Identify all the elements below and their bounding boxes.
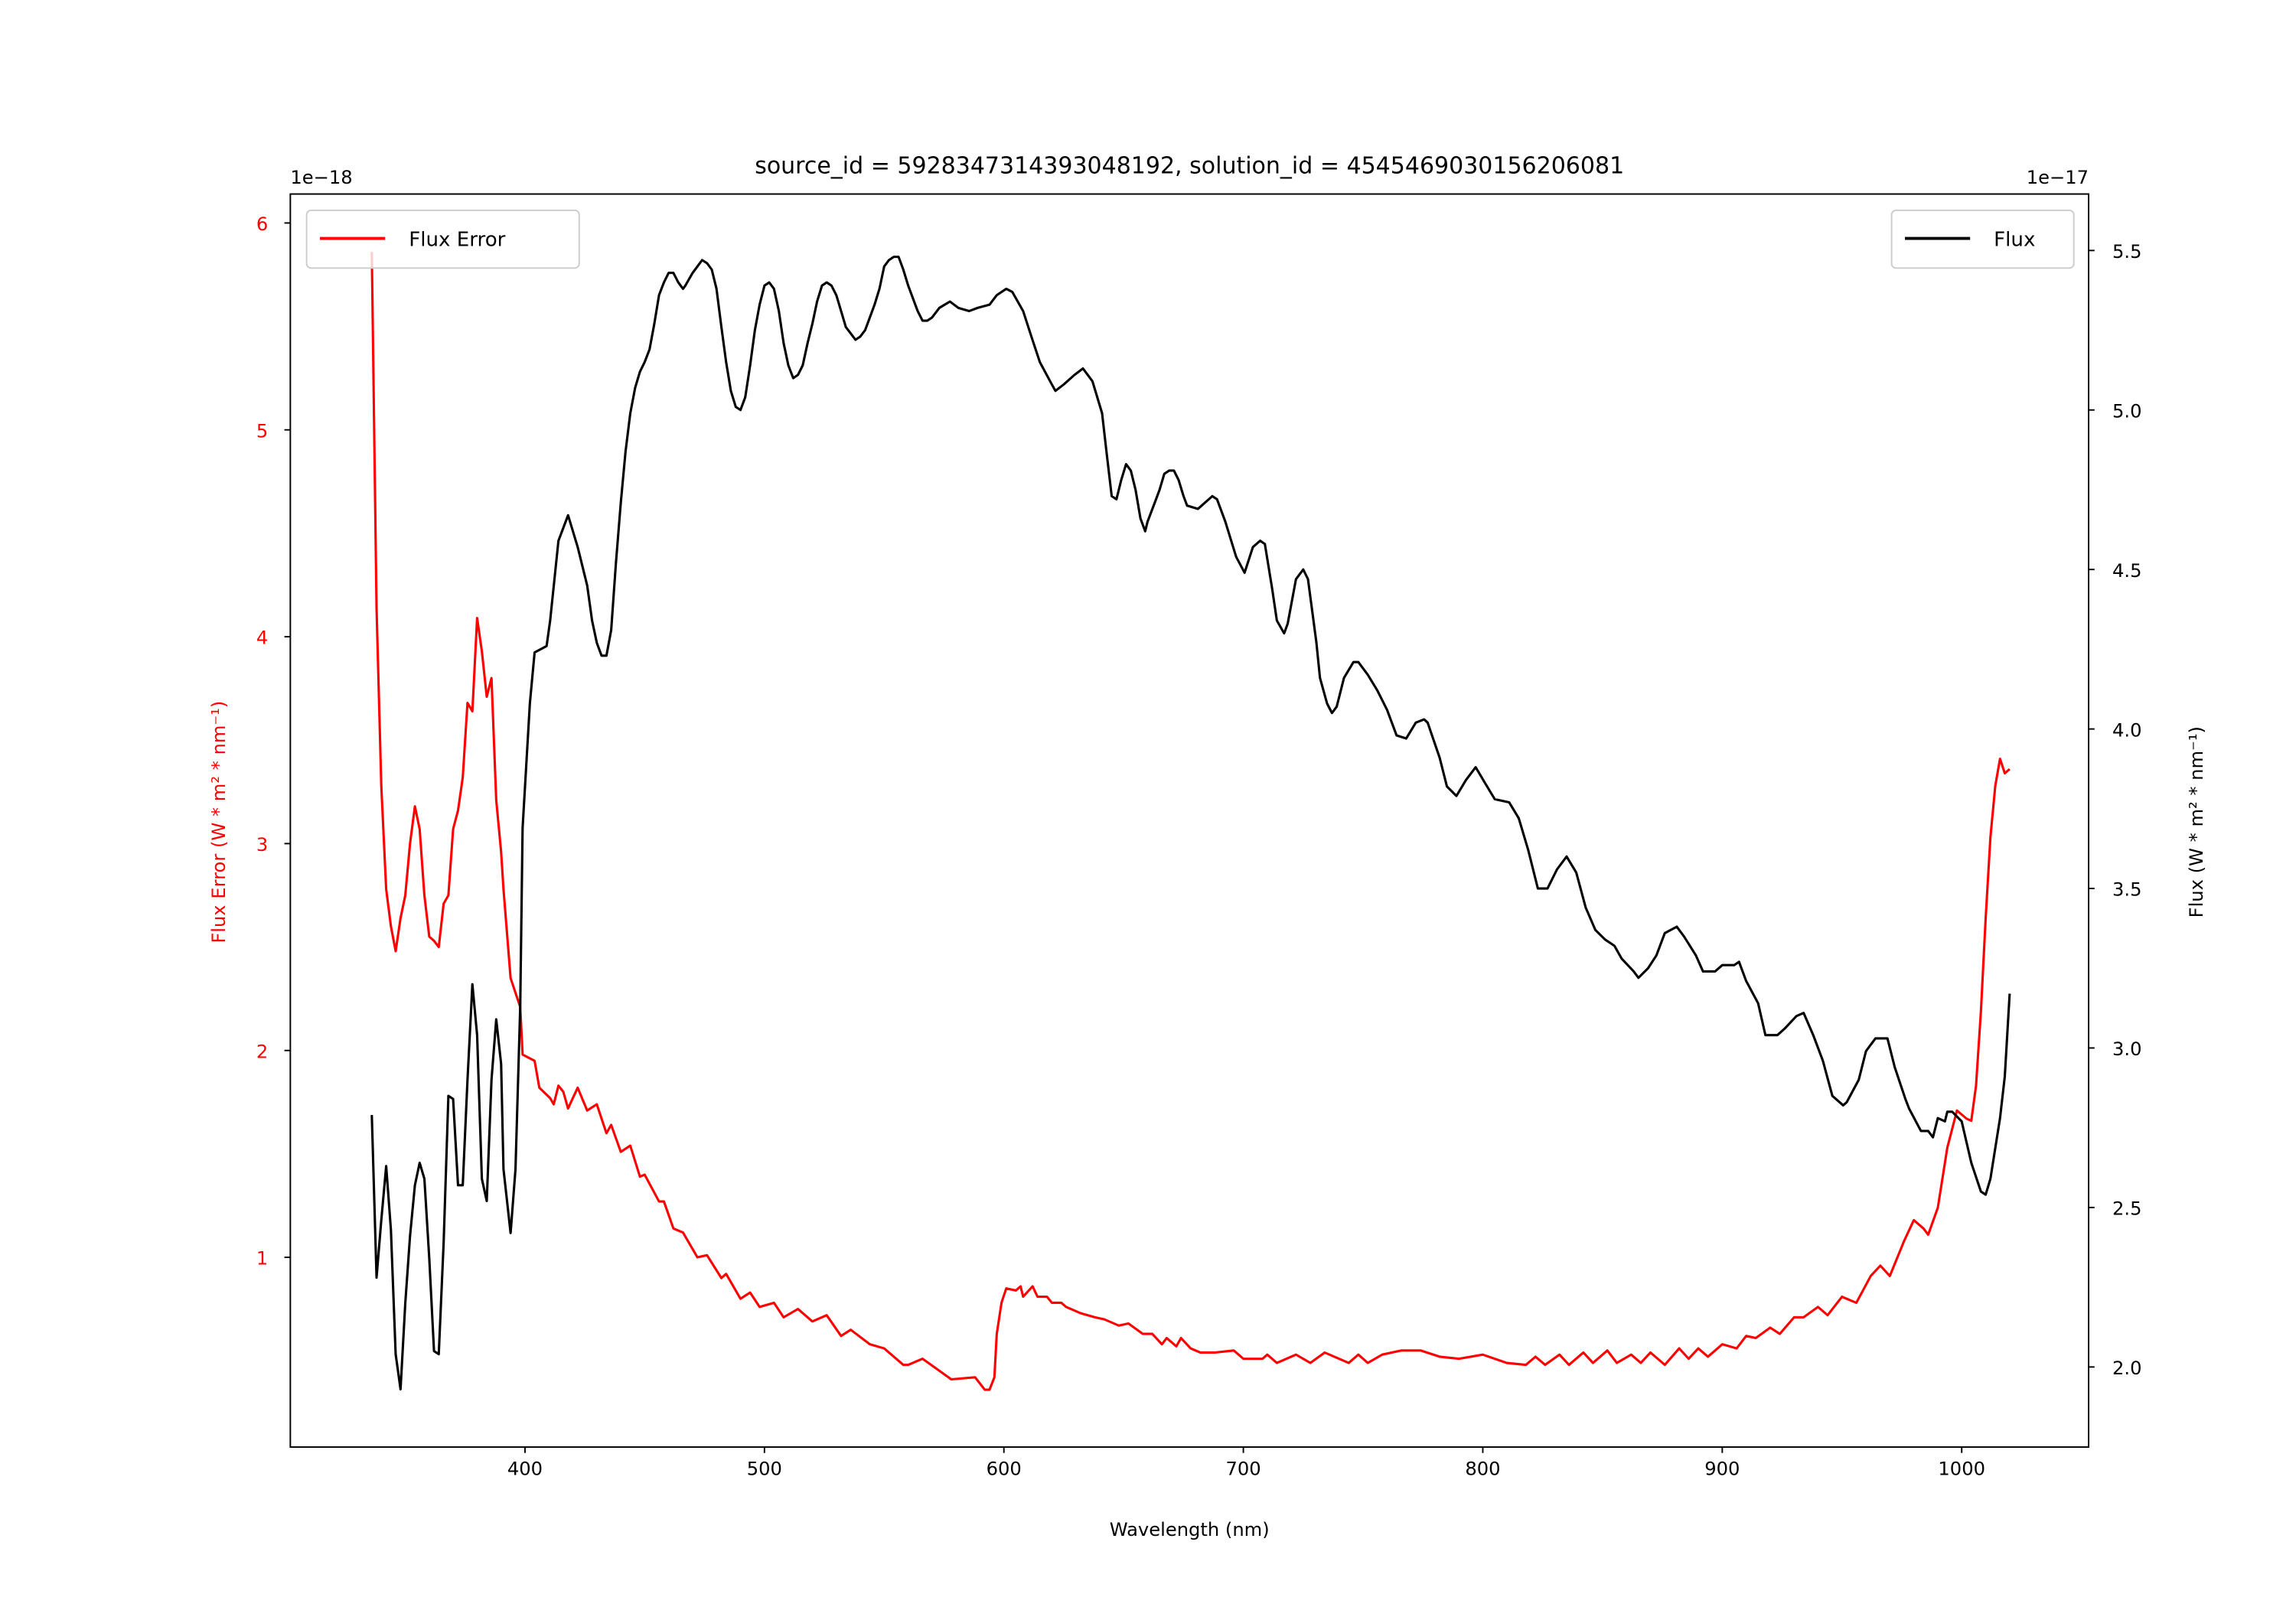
- left-y-tick-label: 5: [256, 420, 268, 442]
- right-y-tick-label: 5.0: [2112, 400, 2141, 422]
- right-y-tick-label: 3.5: [2112, 879, 2141, 901]
- legend-label-flux: Flux: [1994, 228, 2035, 251]
- right-y-axis-label: Flux (W * m² * nm⁻¹): [2186, 726, 2207, 918]
- plot-area: [370, 252, 2011, 1391]
- right-y-tick-label: 2.5: [2112, 1198, 2141, 1220]
- left-y-tick-label: 3: [256, 834, 268, 856]
- series-line-flux: [370, 256, 2011, 1391]
- left-y-axis-label: Flux Error (W * m² * nm⁻¹): [208, 701, 230, 944]
- left-y-tick-label: 6: [256, 214, 268, 235]
- left-y-tick-label: 1: [256, 1248, 268, 1270]
- x-tick-label: 800: [1465, 1459, 1500, 1480]
- left-y-tick-label: 2: [256, 1041, 268, 1062]
- axis-ticks: 400 500 600 700 800 900 1000 1 2 3 4 5 6 2.0 2.5 3.0 3.5…: [256, 214, 2142, 1480]
- x-tick-label: 600: [987, 1459, 1022, 1480]
- x-axis-label: Wavelength (nm): [1110, 1519, 1270, 1540]
- x-tick-label: 400: [507, 1459, 543, 1480]
- legend-label-flux-error: Flux Error: [409, 228, 505, 251]
- x-tick-label: 700: [1226, 1459, 1261, 1480]
- right-offset-text: 1e−17: [2027, 167, 2089, 188]
- right-y-tick-label: 3.0: [2112, 1038, 2141, 1060]
- right-y-tick-label: 4.5: [2112, 560, 2141, 582]
- x-tick-label: 900: [1704, 1459, 1740, 1480]
- right-y-tick-label: 2.0: [2112, 1358, 2141, 1379]
- series-line-flux-error: [370, 252, 2011, 1391]
- x-tick-label: 1000: [1938, 1459, 1985, 1480]
- legend-flux: Flux: [1890, 209, 2075, 269]
- left-y-tick-label: 4: [256, 627, 268, 649]
- right-y-tick-label: 4.0: [2112, 719, 2141, 741]
- chart-title: source_id = 5928347314393048192, solutio…: [755, 152, 1624, 179]
- x-tick-label: 500: [747, 1459, 782, 1480]
- right-y-tick-label: 5.5: [2112, 241, 2141, 262]
- legend-flux-error: Flux Error: [305, 209, 580, 269]
- left-offset-text: 1e−18: [290, 167, 352, 188]
- axes-frame: [289, 193, 2089, 1448]
